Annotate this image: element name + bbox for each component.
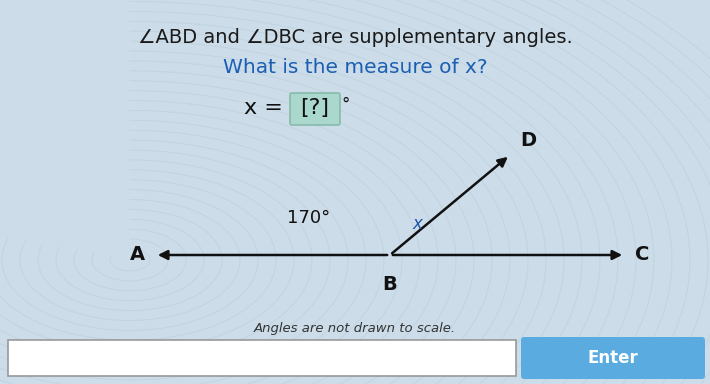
Text: What is the measure of x?: What is the measure of x? bbox=[223, 58, 487, 77]
FancyBboxPatch shape bbox=[8, 340, 516, 376]
FancyBboxPatch shape bbox=[290, 93, 340, 125]
Text: x =: x = bbox=[244, 98, 290, 118]
Text: C: C bbox=[635, 245, 650, 265]
Text: Enter: Enter bbox=[588, 349, 638, 367]
Text: A: A bbox=[130, 245, 145, 265]
Text: x: x bbox=[412, 215, 422, 233]
Text: °: ° bbox=[341, 96, 349, 114]
Text: 170°: 170° bbox=[287, 209, 330, 227]
Text: ∠ABD and ∠DBC are supplementary angles.: ∠ABD and ∠DBC are supplementary angles. bbox=[138, 28, 572, 47]
Text: Angles are not drawn to scale.: Angles are not drawn to scale. bbox=[254, 322, 456, 335]
Text: D: D bbox=[520, 131, 536, 150]
Text: [?]: [?] bbox=[300, 98, 329, 118]
Text: B: B bbox=[383, 275, 398, 294]
FancyBboxPatch shape bbox=[521, 337, 705, 379]
